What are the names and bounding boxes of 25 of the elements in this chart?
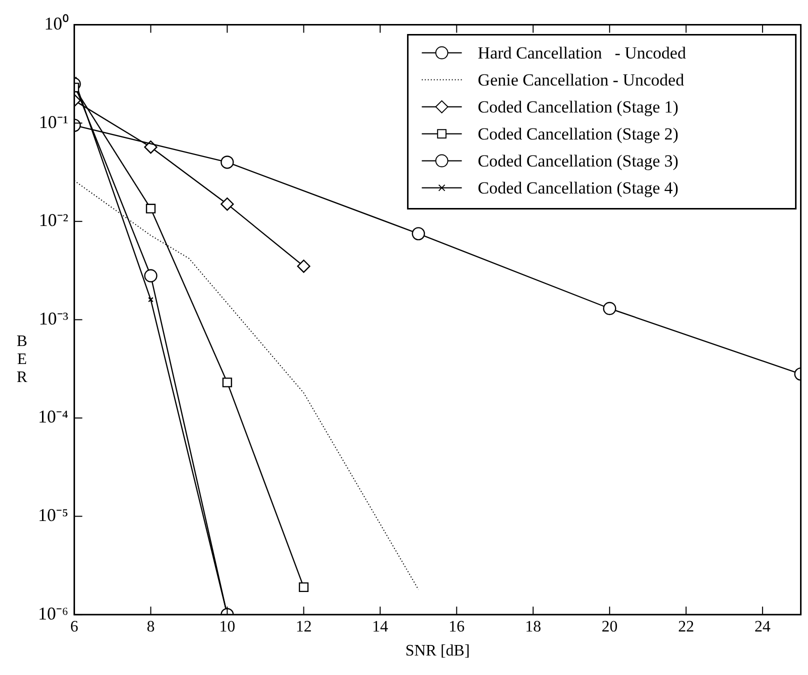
legend-label: Coded Cancellation (Stage 3) <box>478 151 678 170</box>
x-tick-label: 12 <box>296 618 312 636</box>
legend-label: Coded Cancellation (Stage 4) <box>478 178 678 198</box>
x-tick-label: 20 <box>602 618 618 636</box>
x-tick-label: 8 <box>146 618 155 636</box>
x-tick-label: 18 <box>525 618 542 636</box>
legend-label: Genie Cancellation - Uncoded <box>478 70 685 90</box>
x-tick-label: 22 <box>678 618 694 636</box>
y-tick-label: 10⁻² <box>38 210 68 230</box>
y-tick-label: 10⁻¹ <box>38 112 68 132</box>
y-tick-label: 10⁻⁴ <box>38 406 68 427</box>
y-tick-label: 10⁻³ <box>38 308 69 328</box>
legend-label: Hard Cancellation - Uncoded <box>478 43 686 62</box>
x-axis-title: SNR [dB] <box>405 642 470 660</box>
x-tick-label: 10 <box>219 618 236 636</box>
x-tick-label: 6 <box>70 618 78 636</box>
y-tick-label: 10⁻⁶ <box>38 603 68 624</box>
legend-label: Coded Cancellation (Stage 2) <box>478 124 678 144</box>
legend-label: Coded Cancellation (Stage 1) <box>478 97 678 116</box>
y-tick-label: 10⁻⁵ <box>38 505 68 526</box>
x-tick-label: 16 <box>448 618 465 636</box>
x-tick-label: 24 <box>754 618 771 636</box>
x-tick-label: 14 <box>372 618 388 636</box>
y-axis-title: BER <box>16 332 28 386</box>
y-tick-label: 10⁰ <box>44 14 68 34</box>
